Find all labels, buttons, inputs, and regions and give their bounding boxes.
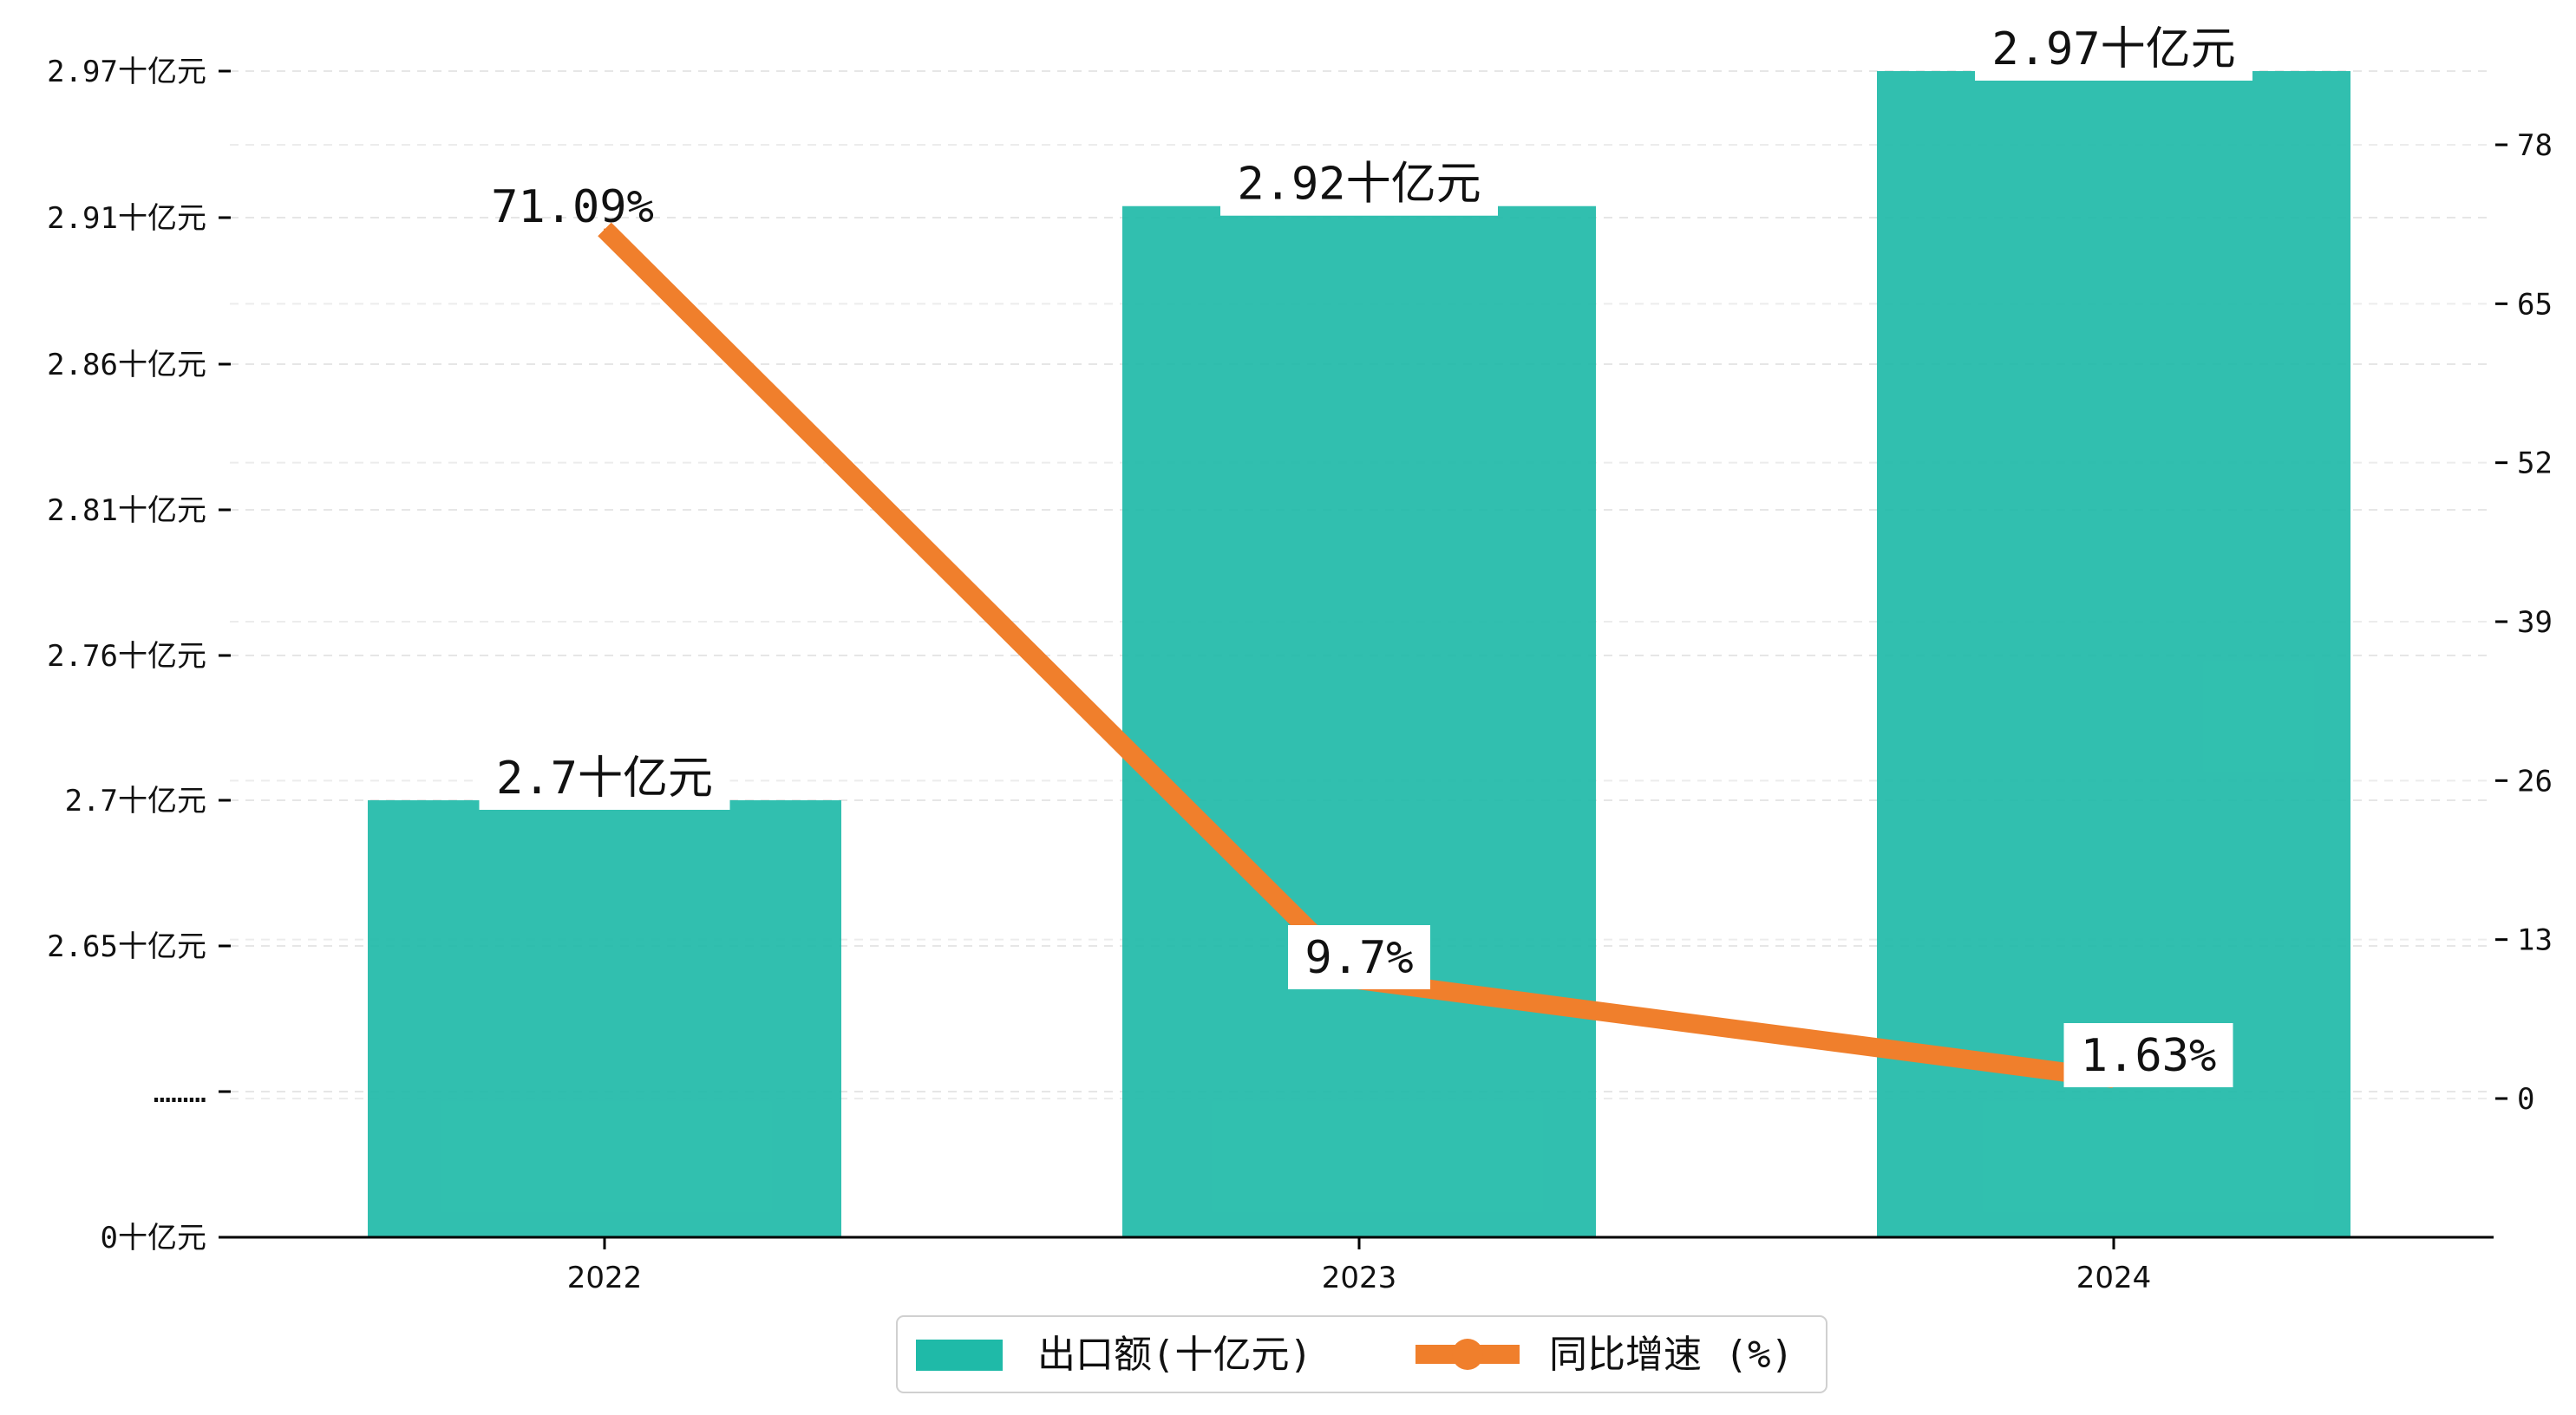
bar-label-2022-text: 2.7十亿元 [496,753,713,805]
bar-series [368,71,2350,1238]
left-tick-label-8: 2.97十亿元 [47,55,206,89]
bar-label-2023: 2.92十亿元 [1220,151,1498,216]
left-tick-label-5: 2.81十亿元 [47,493,206,528]
data-labels: 2.7十亿元 2.92十亿元 2.97十亿元 71.09% 9.7% 1.63% [479,16,2252,1087]
bar-label-2022-box [479,746,730,810]
right-tick-label-5: 65 [2517,287,2553,322]
right-tick-label-0: 0 [2517,1082,2534,1117]
bar-label-2023-box [1220,151,1498,216]
left-tick-label-0: 0十亿元 [101,1221,206,1255]
legend-box: 出口额(十亿元) 同比增速 (%) [896,1315,1827,1393]
growth-point-2022 [604,228,605,231]
left-tick-label-6: 2.86十亿元 [47,348,206,382]
bar-label-2024: 2.97十亿元 [1975,16,2252,81]
growth-label-2023-box [1288,925,1430,989]
x-tick-label-2023: 2023 [1322,1261,1397,1295]
right-tick-label-2: 26 [2517,764,2553,799]
legend-marker-line [1452,1339,1483,1370]
bar-label-2024-text: 2.97十亿元 [1991,23,2235,75]
right-tick-label-4: 52 [2517,447,2553,481]
axes: 0十亿元 ……… 2.65十亿元 2.7十亿元 2.76十亿元 2.81十亿元 2.86十亿… [47,55,2553,1295]
right-tick-label-1: 13 [2517,923,2553,958]
left-tick-label-1: ……… [154,1075,206,1110]
legend: 出口额(十亿元) 同比增速 (%) [896,1315,1827,1393]
bar-label-2024-box [1975,16,2252,81]
legend-label-line: 同比增速 (%) [1549,1333,1794,1377]
left-tick-label-4: 2.76十亿元 [47,639,206,674]
growth-label-2024: 1.63% [2063,1023,2233,1087]
legend-label-bar: 出口额(十亿元) [1037,1333,1312,1377]
x-tick-label-2022: 2022 [567,1261,643,1295]
growth-label-2023-text: 9.7% [1304,932,1413,984]
right-tick-label-3: 39 [2517,605,2553,640]
left-tick-label-7: 2.91十亿元 [47,201,206,236]
right-tick-label-6: 78 [2517,128,2553,163]
bar-label-2023-text: 2.92十亿元 [1237,159,1481,211]
bar-label-2022: 2.7十亿元 [479,746,730,810]
growth-label-2022: 71.09% [491,181,654,233]
legend-frame [896,1315,1827,1393]
growth-label-2024-box [2063,1023,2233,1087]
growth-label-2024-text: 1.63% [2081,1030,2217,1082]
left-tick-label-2: 2.65十亿元 [47,929,206,964]
growth-label-2022-text: 71.09% [491,181,654,233]
legend-swatch-bar [916,1340,1003,1371]
bar-2022 [368,800,841,1237]
bar-2023 [1122,205,1596,1238]
left-tick-label-3: 2.7十亿元 [65,784,206,818]
growth-label-2023: 9.7% [1288,925,1430,989]
x-tick-label-2024: 2024 [2076,1261,2152,1295]
